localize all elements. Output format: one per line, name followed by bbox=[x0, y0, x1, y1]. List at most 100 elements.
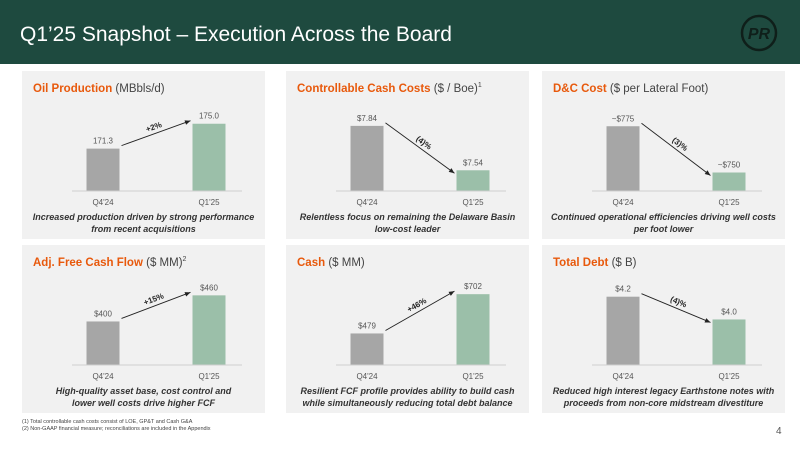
change-label: (3)% bbox=[670, 136, 689, 153]
panel-3: D&C Cost ($ per Lateral Foot) ~$775 Q4'24 ~… bbox=[542, 71, 785, 239]
panel-title-main: D&C Cost bbox=[553, 83, 607, 95]
panel-title-main: Controllable Cash Costs bbox=[297, 83, 431, 95]
panel-2: Controllable Cash Costs ($ / Boe)1 $7.84 Q… bbox=[286, 71, 529, 239]
bar-chart: $479 Q4'24 $702 Q1'25 +46% bbox=[336, 282, 506, 381]
bar-q1-25 bbox=[712, 319, 746, 365]
panel-title: Cash ($ MM) bbox=[297, 257, 365, 269]
category-label: Q1'25 bbox=[198, 372, 220, 381]
panel-title: Controllable Cash Costs ($ / Boe)1 bbox=[297, 82, 482, 95]
panel-title-main: Oil Production bbox=[33, 83, 113, 95]
panel-caption: Relentless focus on remaining the Delawa… bbox=[286, 212, 529, 235]
bar-q1-25 bbox=[456, 294, 490, 365]
value-label: 175.0 bbox=[199, 112, 220, 121]
arrow-head bbox=[184, 292, 191, 297]
panel-title-unit: ($ per Lateral Foot) bbox=[606, 83, 709, 95]
panel-5: Cash ($ MM) $479 Q4'24 $702 Q1'25 +46% Resilie… bbox=[286, 245, 529, 413]
caption-line: lower well costs drive higher FCF bbox=[71, 397, 216, 408]
bar-chart: $4.2 Q4'24 $4.0 Q1'25 (4)% bbox=[592, 285, 762, 381]
change-arrow bbox=[641, 122, 711, 176]
footnote-ref: 1 bbox=[477, 82, 482, 90]
value-label: $4.0 bbox=[721, 307, 737, 316]
bar-q4-24 bbox=[606, 296, 640, 365]
change-arrow bbox=[385, 290, 455, 331]
caption-line: low-cost leader bbox=[374, 223, 441, 234]
caption-line: proceeds from non-core midstream divesti… bbox=[563, 397, 764, 408]
value-label: $460 bbox=[200, 283, 218, 292]
panel-title: Total Debt ($ B) bbox=[553, 257, 637, 269]
panel-caption: Resilient FCF profile provides ability t… bbox=[286, 386, 529, 409]
bar-q1-25 bbox=[456, 170, 490, 191]
value-label: 171.3 bbox=[93, 137, 114, 146]
panel-title: D&C Cost ($ per Lateral Foot) bbox=[553, 83, 708, 95]
category-label: Q1'25 bbox=[718, 372, 740, 381]
change-arrow bbox=[121, 120, 191, 147]
caption-line: Reduced high interest legacy Earthstone … bbox=[552, 386, 775, 396]
bar-q1-25 bbox=[712, 172, 746, 191]
panel-title-unit: ($ / Boe) bbox=[430, 83, 478, 95]
bar-q1-25 bbox=[192, 295, 226, 365]
caption-line: Increased production driven by strong pe… bbox=[32, 212, 255, 222]
arrow-head bbox=[448, 168, 455, 174]
change-arrow bbox=[385, 122, 455, 174]
caption-line: Resilient FCF profile provides ability t… bbox=[300, 386, 515, 396]
arrow-head bbox=[184, 120, 191, 125]
panel-title-main: Cash bbox=[297, 257, 326, 269]
company-logo: PR bbox=[740, 14, 778, 52]
panel-title-unit: (MBbls/d) bbox=[112, 83, 165, 95]
value-label: ~$775 bbox=[612, 114, 635, 123]
bar-q4-24 bbox=[350, 125, 384, 191]
caption-line: High-quality asset base, cost control an… bbox=[55, 386, 232, 396]
page-number: 4 bbox=[776, 426, 782, 437]
panel-6: Total Debt ($ B) $4.2 Q4'24 $4.0 Q1'25 (4)% Re… bbox=[542, 245, 785, 413]
arrow-head bbox=[704, 170, 711, 176]
panel-4: Adj. Free Cash Flow ($ MM)2 $400 Q4'24 $460… bbox=[22, 245, 265, 413]
panel-title-main: Total Debt bbox=[553, 257, 609, 269]
category-label: Q4'24 bbox=[92, 198, 114, 207]
bar-q1-25 bbox=[192, 123, 226, 191]
bar-q4-24 bbox=[86, 321, 120, 365]
caption-line: while simultaneously reducing total debt… bbox=[302, 397, 513, 408]
category-label: Q1'25 bbox=[718, 198, 740, 207]
category-label: Q4'24 bbox=[612, 372, 634, 381]
panel-caption: Reduced high interest legacy Earthstone … bbox=[542, 386, 785, 409]
category-label: Q4'24 bbox=[356, 372, 378, 381]
caption-line: Relentless focus on remaining the Delawa… bbox=[299, 212, 516, 222]
arrow-head bbox=[448, 291, 455, 296]
bar-q4-24 bbox=[86, 148, 120, 191]
change-label: (4)% bbox=[669, 295, 688, 310]
category-label: Q4'24 bbox=[612, 198, 634, 207]
panel-title-unit: ($ MM) bbox=[325, 257, 365, 269]
footnote-1: (1) Total controllable cash costs consis… bbox=[22, 419, 193, 425]
category-label: Q1'25 bbox=[462, 198, 484, 207]
panel-title: Adj. Free Cash Flow ($ MM)2 bbox=[33, 256, 186, 269]
value-label: $7.84 bbox=[357, 114, 378, 123]
title-banner: Q1’25 Snapshot – Execution Across the Bo… bbox=[0, 0, 800, 64]
value-label: $400 bbox=[94, 309, 112, 318]
category-label: Q4'24 bbox=[92, 372, 114, 381]
change-label: +15% bbox=[142, 291, 165, 307]
bar-q4-24 bbox=[350, 333, 384, 365]
bar-chart: ~$775 Q4'24 ~$750 Q1'25 (3)% bbox=[592, 114, 762, 207]
panel-title-unit: ($ MM) bbox=[142, 257, 183, 269]
category-label: Q1'25 bbox=[198, 198, 220, 207]
page-title: Q1’25 Snapshot – Execution Across the Bo… bbox=[20, 23, 452, 46]
caption-line: from recent acquisitions bbox=[91, 223, 196, 234]
panel-1: Oil Production (MBbls/d) 171.3 Q4'24 175.0 Q… bbox=[22, 71, 265, 239]
bar-q4-24 bbox=[606, 126, 640, 191]
footnotes: (1) Total controllable cash costs consis… bbox=[22, 419, 211, 433]
panel-caption: High-quality asset base, cost control an… bbox=[22, 386, 265, 409]
panel-caption: Increased production driven by strong pe… bbox=[22, 212, 265, 235]
change-label: +46% bbox=[406, 296, 428, 314]
panel-caption: Continued operational efficiencies drivi… bbox=[542, 212, 785, 235]
bar-chart: $400 Q4'24 $460 Q1'25 +15% bbox=[72, 283, 242, 381]
logo-text: PR bbox=[748, 26, 771, 43]
panel-title-main: Adj. Free Cash Flow bbox=[33, 257, 143, 269]
change-arrow bbox=[641, 293, 711, 323]
category-label: Q1'25 bbox=[462, 372, 484, 381]
arrow-head bbox=[704, 318, 711, 323]
change-arrow bbox=[121, 291, 191, 319]
footnote-2: (2) Non-GAAP financial measure; reconcil… bbox=[22, 426, 211, 432]
category-label: Q4'24 bbox=[356, 198, 378, 207]
value-label: $7.54 bbox=[463, 158, 484, 167]
